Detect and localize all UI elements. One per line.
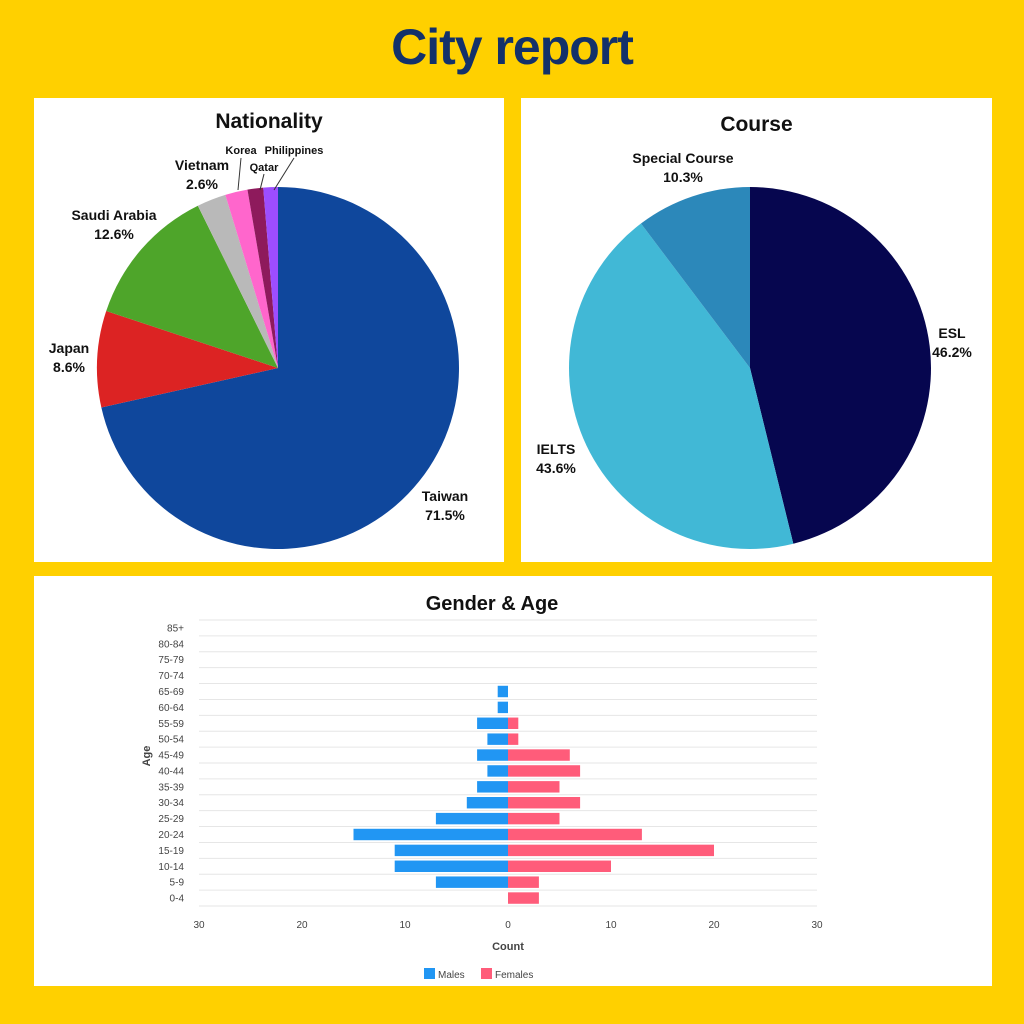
y-tick-label: 50-54 bbox=[158, 735, 184, 746]
pie-label-korea: Korea bbox=[225, 145, 257, 157]
gender-age-pyramid-chart: Gender & Age 0-4 5-9 10-14 15-19 20-24 25-29 30… bbox=[141, 593, 823, 981]
y-tick-label: 65-69 bbox=[158, 687, 184, 698]
y-tick-label: 55-59 bbox=[158, 719, 184, 730]
chart-title: Nationality bbox=[215, 110, 323, 133]
pie-value-special-course: 10.3% bbox=[663, 169, 703, 185]
bar-males-55-59 bbox=[477, 717, 508, 729]
pie-label-esl: ESL bbox=[938, 325, 966, 341]
pie-label-ielts: IELTS bbox=[537, 441, 576, 457]
x-tick-label: 30 bbox=[811, 920, 823, 931]
pie-value-ielts: 43.6% bbox=[536, 460, 576, 476]
pie-value-taiwan: 71.5% bbox=[425, 507, 465, 523]
pie-slice-vietnam bbox=[197, 194, 278, 368]
bar-males-25-29 bbox=[435, 812, 508, 825]
course-chart-panel: Course ESL 46.2% IELTS 43.6% Special Course 10… bbox=[521, 98, 992, 562]
x-tick-label: 10 bbox=[605, 920, 617, 931]
bar-males-10-14 bbox=[394, 860, 508, 872]
bar-males-35-39 bbox=[477, 781, 508, 793]
legend-label-females: Females bbox=[495, 970, 533, 981]
y-tick-label: 45-49 bbox=[158, 751, 184, 762]
page-title: City report bbox=[391, 19, 634, 75]
bar-males-20-24 bbox=[353, 828, 508, 841]
pie-label-taiwan: Taiwan bbox=[422, 488, 468, 504]
bar-females-25-29 bbox=[508, 812, 560, 825]
chart-title: Gender & Age bbox=[426, 593, 559, 615]
pie-label-special-course: Special Course bbox=[632, 150, 733, 166]
bar-females-30-34 bbox=[508, 797, 581, 809]
bar-males-40-44 bbox=[487, 765, 508, 777]
bar-females-5-9 bbox=[508, 876, 539, 888]
y-tick-label: 5-9 bbox=[170, 878, 185, 889]
y-tick-label: 30-34 bbox=[158, 798, 184, 809]
course-pie-chart: Course ESL 46.2% IELTS 43.6% Special Course 10… bbox=[536, 113, 972, 549]
legend-swatch-females bbox=[481, 968, 492, 979]
y-tick-label: 70-74 bbox=[158, 671, 184, 682]
pie-slice-esl bbox=[750, 187, 932, 544]
pie-value-esl: 46.2% bbox=[932, 344, 972, 360]
pie-leader-qatar bbox=[259, 173, 265, 191]
chart-title: Course bbox=[720, 113, 792, 136]
bar-males-45-49 bbox=[477, 749, 508, 761]
pie-slice-japan bbox=[97, 310, 278, 408]
legend-label-males: Males bbox=[438, 970, 465, 981]
pie-slice-qatar bbox=[247, 187, 278, 368]
bar-males-5-9 bbox=[435, 876, 508, 888]
pie-label-japan: Japan bbox=[49, 340, 89, 356]
pie-slice-saudi-arabia bbox=[106, 205, 279, 368]
x-tick-label: 10 bbox=[399, 920, 411, 931]
y-tick-label: 15-19 bbox=[158, 846, 184, 857]
bar-females-55-59 bbox=[508, 717, 519, 729]
pie-leader-philippines bbox=[273, 157, 295, 191]
bar-males-15-19 bbox=[394, 844, 508, 857]
y-tick-label: 75-79 bbox=[158, 655, 184, 666]
y-tick-label: 40-44 bbox=[158, 766, 184, 777]
x-axis-label: Count bbox=[492, 941, 524, 953]
x-tick-label: 0 bbox=[505, 920, 511, 931]
bar-males-65-69 bbox=[497, 685, 508, 698]
gender-age-chart-panel: Gender & Age 0-4 5-9 10-14 15-19 20-24 25-29 30… bbox=[34, 576, 992, 986]
pie-slice-taiwan bbox=[101, 187, 459, 549]
x-tick-label: 30 bbox=[193, 920, 205, 931]
pie-value-japan: 8.6% bbox=[53, 359, 85, 375]
pie-slice-ielts bbox=[569, 223, 794, 549]
y-tick-label: 10-14 bbox=[158, 862, 184, 873]
x-tick-label: 20 bbox=[296, 920, 308, 931]
pie-label-philippines: Philippines bbox=[265, 145, 324, 157]
bar-males-30-34 bbox=[466, 797, 508, 809]
bar-females-20-24 bbox=[508, 828, 642, 841]
pie-label-qatar: Qatar bbox=[250, 162, 279, 174]
y-tick-label: 0-4 bbox=[170, 894, 185, 905]
pie-value-saudi-arabia: 12.6% bbox=[94, 226, 134, 242]
pie-leader-korea bbox=[237, 157, 242, 191]
y-tick-label: 25-29 bbox=[158, 814, 184, 825]
y-tick-label: 80-84 bbox=[158, 639, 184, 650]
y-tick-label: 85+ bbox=[167, 623, 184, 634]
nationality-pie-chart: Nationality Taiwan 71.5% Japan 8.6% Saudi Ara… bbox=[49, 110, 468, 549]
legend-swatch-males bbox=[424, 968, 435, 979]
y-tick-label: 20-24 bbox=[158, 830, 184, 841]
pie-slice-philippines bbox=[263, 187, 278, 368]
bar-females-10-14 bbox=[508, 860, 611, 872]
bar-females-50-54 bbox=[508, 733, 519, 745]
bar-females-45-49 bbox=[508, 749, 570, 761]
bar-females-15-19 bbox=[508, 844, 714, 857]
bar-males-60-64 bbox=[497, 701, 508, 714]
pie-value-vietnam: 2.6% bbox=[186, 176, 218, 192]
bar-females-35-39 bbox=[508, 781, 560, 793]
y-tick-label: 60-64 bbox=[158, 703, 184, 714]
pie-slice-special-course bbox=[640, 187, 750, 368]
pie-label-saudi-arabia: Saudi Arabia bbox=[71, 207, 156, 223]
bar-males-50-54 bbox=[487, 733, 508, 745]
bar-females-40-44 bbox=[508, 765, 581, 777]
pie-label-vietnam: Vietnam bbox=[175, 157, 229, 173]
pie-slice-korea bbox=[225, 189, 278, 368]
y-axis-label: Age bbox=[141, 746, 153, 767]
y-tick-label: 35-39 bbox=[158, 782, 184, 793]
bar-females-0-4 bbox=[508, 892, 539, 904]
nationality-chart-panel: Nationality Taiwan 71.5% Japan 8.6% Saudi Ara… bbox=[34, 98, 504, 562]
x-tick-label: 20 bbox=[708, 920, 720, 931]
